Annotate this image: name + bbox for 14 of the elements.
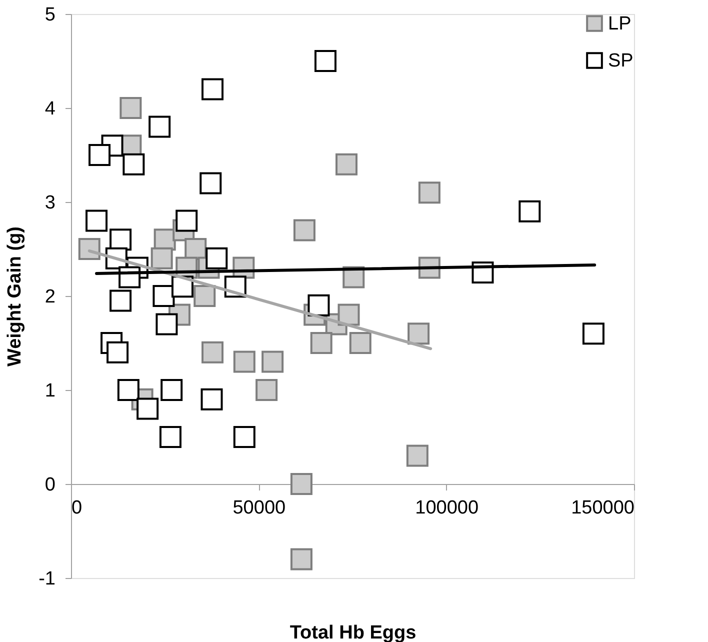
y-tick-label: 2 <box>44 286 56 308</box>
x-tick-label: 150000 <box>571 498 634 518</box>
legend-label: LP <box>608 14 632 34</box>
x-tick-label: 100000 <box>415 498 479 518</box>
y-tick-label: 1 <box>44 380 56 402</box>
legend-label: SP <box>608 50 634 72</box>
y-tick-label: 4 <box>44 98 56 120</box>
y-tick-label: 3 <box>44 192 56 214</box>
x-tick-label: 0 <box>72 498 82 518</box>
y-tick-label: 5 <box>44 4 56 26</box>
x-tick-label: 50000 <box>232 498 286 518</box>
y-axis-title: Weight Gain (g) <box>4 226 26 367</box>
y-tick-label: 0 <box>44 474 56 496</box>
y-tick-label: -1 <box>38 568 56 590</box>
